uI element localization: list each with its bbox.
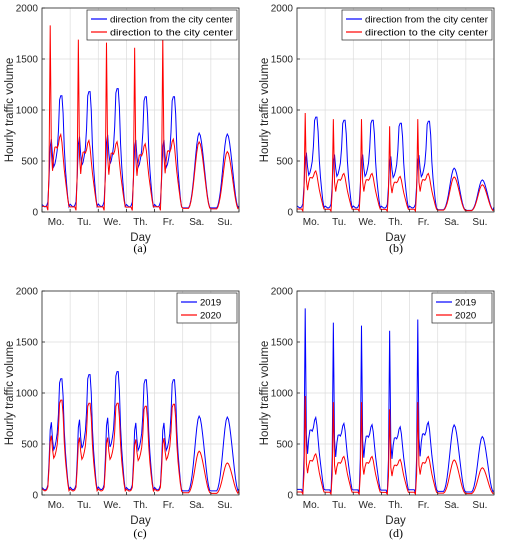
y-tick-label: 0 [32, 491, 38, 502]
x-axis-label: Day [385, 232, 406, 244]
legend-box [431, 292, 493, 324]
y-tick-label: 1000 [16, 106, 39, 117]
x-tick-label: Tu. [332, 500, 346, 511]
legend-entry: direction from the city center [365, 15, 488, 26]
x-tick-label: Mo. [303, 217, 320, 228]
x-tick-label: Th. [133, 217, 147, 228]
x-tick-label: We. [359, 217, 377, 228]
x-tick-label: Mo. [48, 217, 65, 228]
y-tick-label: 1000 [16, 389, 39, 400]
x-axis-label: Day [130, 232, 151, 244]
y-tick-label: 0 [287, 208, 293, 219]
x-tick-label: Su. [217, 500, 232, 511]
series-line-1 [297, 308, 495, 494]
panel-label: (d) [389, 526, 403, 540]
x-tick-label: Mo. [48, 500, 65, 511]
chart-panel-b: 0 500 1000 1500 2000 Mo. Tu. We. Th. Fr. Sa. Su. Day… [259, 4, 495, 255]
legend: direction from the city center direction … [341, 9, 493, 41]
legend-box [341, 9, 493, 41]
legend-entry: direction from the city center [110, 15, 233, 26]
y-tick-label: 500 [276, 440, 293, 451]
x-tick-label: Tu. [77, 500, 91, 511]
x-tick-label: Th. [388, 500, 402, 511]
panel-label: (b) [389, 241, 403, 255]
y-tick-label: 1500 [271, 55, 294, 66]
x-tick-label: Su. [472, 217, 487, 228]
legend-entry: direction to the city center [110, 28, 233, 39]
panel-label: (a) [133, 241, 146, 255]
legend-box [86, 9, 238, 41]
y-tick-label: 500 [21, 440, 38, 451]
y-tick-label: 2000 [271, 4, 294, 15]
y-tick-label: 0 [32, 208, 38, 219]
x-tick-label: Sa. [444, 500, 459, 511]
x-tick-label: We. [104, 217, 122, 228]
y-axis-label: Hourly traffic volume [4, 58, 16, 163]
x-tick-label: We. [359, 500, 377, 511]
y-tick-label: 1000 [271, 389, 294, 400]
y-tick-label: 500 [276, 157, 293, 168]
series-line-2 [41, 399, 240, 495]
y-tick-label: 2000 [16, 287, 39, 298]
y-tick-label: 500 [21, 157, 38, 168]
series-line-2 [297, 113, 495, 213]
y-tick-label: 0 [287, 491, 293, 502]
chart-panel-a: 0 500 1000 1500 2000 Mo. Tu. We. Th. Fr. Sa. Su. Day… [4, 4, 240, 255]
x-tick-label: Tu. [77, 217, 91, 228]
x-tick-label: Fr. [163, 217, 175, 228]
x-tick-label: Fr. [418, 500, 430, 511]
legend-entry: 2020 [200, 311, 221, 322]
x-tick-label: Th. [388, 217, 402, 228]
legend: 2019 2020 [176, 292, 238, 324]
panel-label: (c) [133, 526, 146, 540]
legend: 2019 2020 [431, 292, 493, 324]
y-tick-label: 1500 [16, 338, 39, 349]
series-line-1 [41, 371, 240, 492]
chart-panel-c: 0 500 1000 1500 2000 Mo. Tu. We. Th. Fr. Sa. Su. Day… [4, 287, 240, 540]
x-tick-label: Sa. [444, 217, 459, 228]
legend-entry: 2019 [200, 298, 221, 309]
series-line-1 [296, 116, 495, 212]
x-axis-label: Day [385, 515, 406, 527]
x-axis-label: Day [130, 515, 151, 527]
x-tick-label: Sa. [189, 217, 204, 228]
x-tick-label: Su. [217, 217, 232, 228]
series-line-2 [297, 396, 495, 496]
y-axis-label: Hourly traffic volume [259, 58, 271, 163]
y-tick-label: 1500 [271, 338, 294, 349]
legend-entry: 2019 [455, 298, 476, 309]
x-tick-label: Mo. [303, 500, 320, 511]
legend-box [176, 292, 238, 324]
y-tick-label: 2000 [16, 4, 39, 15]
x-tick-label: Th. [133, 500, 147, 511]
y-tick-label: 1000 [271, 106, 294, 117]
y-tick-label: 1500 [16, 55, 39, 66]
y-axis-label: Hourly traffic volume [259, 341, 271, 446]
x-tick-label: Tu. [332, 217, 346, 228]
y-axis-label: Hourly traffic volume [4, 341, 16, 446]
x-tick-label: Sa. [189, 500, 204, 511]
legend: direction from the city center direction … [86, 9, 238, 41]
x-tick-label: Fr. [163, 500, 175, 511]
x-tick-label: We. [104, 500, 122, 511]
y-tick-label: 2000 [271, 287, 294, 298]
x-tick-label: Su. [472, 500, 487, 511]
series-line-2 [42, 25, 240, 211]
x-tick-label: Fr. [418, 217, 430, 228]
legend-entry: 2020 [455, 311, 476, 322]
legend-entry: direction to the city center [365, 28, 488, 39]
chart-panel-d: 0 500 1000 1500 2000 Mo. Tu. We. Th. Fr. Sa. Su. Day… [259, 287, 495, 540]
